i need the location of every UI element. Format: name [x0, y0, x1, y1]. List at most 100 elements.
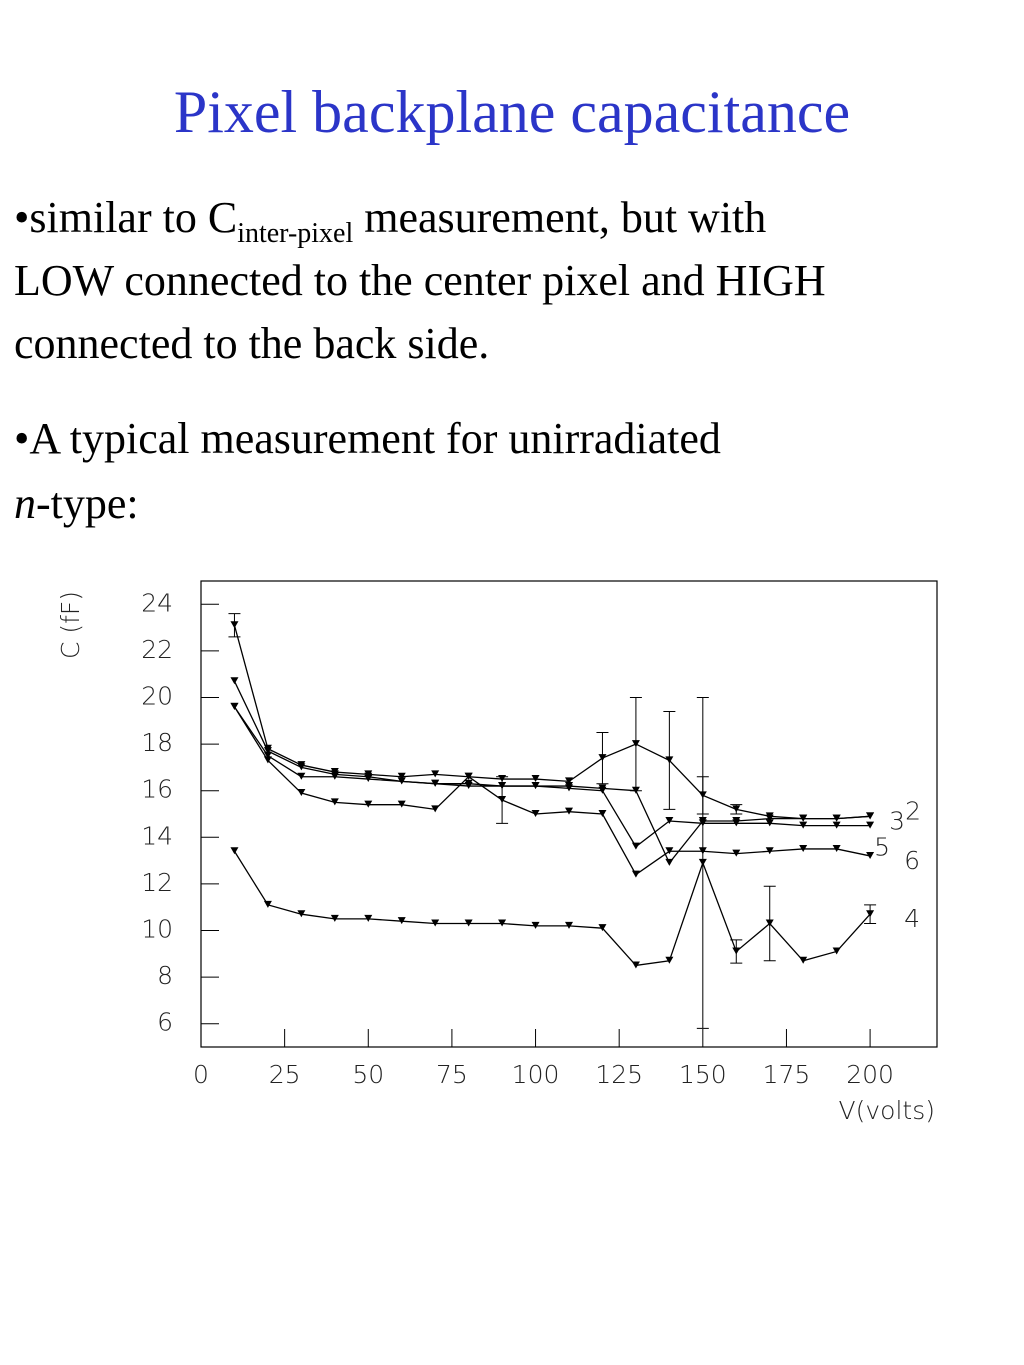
bullet-line: •similar to Cinter-pixel measurement, bu… — [14, 192, 766, 250]
marker — [397, 917, 406, 925]
y-tick-label: 10 — [141, 915, 173, 944]
marker — [565, 777, 573, 785]
marker — [263, 751, 272, 759]
x-tick-label: 200 — [846, 1060, 894, 1089]
marker — [297, 772, 306, 780]
marker — [665, 858, 674, 866]
series-label: 5 — [874, 833, 890, 862]
plot-frame — [200, 580, 938, 1048]
marker — [799, 814, 808, 822]
marker — [665, 847, 674, 855]
x-axis-label: V(volts) — [839, 1096, 935, 1125]
bullet-line: n-type: — [14, 478, 139, 529]
y-tick-label: 14 — [141, 821, 173, 850]
marker — [230, 677, 239, 685]
subscript: inter-pixel — [237, 217, 354, 249]
marker — [230, 702, 239, 710]
marker — [631, 961, 640, 969]
y-tick-label: 20 — [141, 682, 173, 711]
marker — [631, 740, 640, 748]
marker — [799, 956, 808, 964]
marker — [598, 754, 607, 762]
bullet-line: •A typical measurement for unirradiated — [14, 414, 721, 463]
marker — [866, 910, 875, 918]
marker — [866, 821, 875, 829]
marker — [330, 772, 339, 780]
marker — [230, 847, 239, 855]
marker — [464, 782, 473, 790]
marker — [665, 816, 674, 824]
marker — [832, 947, 841, 955]
marker — [531, 921, 540, 929]
marker — [732, 849, 741, 857]
series-line — [233, 850, 871, 967]
series-line — [233, 680, 871, 865]
x-tick-label: 25 — [269, 1060, 301, 1089]
x-tick-label: 75 — [436, 1060, 468, 1089]
marker — [397, 777, 406, 785]
marker — [732, 819, 741, 827]
marker — [397, 800, 406, 808]
bullet-line: connected to the back side. — [14, 319, 490, 368]
marker — [832, 814, 841, 822]
y-tick-label: 12 — [141, 868, 173, 897]
marker — [565, 784, 573, 792]
x-tick-label: 125 — [595, 1060, 643, 1089]
marker — [364, 775, 373, 783]
marker — [799, 821, 808, 829]
marker — [263, 756, 272, 764]
marker — [263, 747, 272, 755]
x-tick-label: 150 — [679, 1060, 727, 1089]
text: measurement, but with — [353, 193, 767, 242]
series-line — [233, 706, 871, 876]
marker — [765, 919, 774, 927]
marker — [565, 921, 573, 929]
marker — [431, 779, 440, 787]
text: -type: — [36, 479, 139, 528]
slide-title: Pixel backplane capacitance — [173, 79, 851, 145]
marker — [297, 763, 306, 771]
marker — [698, 858, 707, 866]
marker — [364, 914, 373, 922]
y-tick-label: 8 — [157, 961, 173, 990]
marker — [531, 810, 540, 817]
marker — [464, 772, 473, 780]
text: n — [14, 479, 36, 528]
marker — [431, 919, 440, 927]
marker — [799, 844, 808, 852]
marker — [866, 812, 875, 820]
marker — [765, 814, 774, 822]
marker — [330, 798, 339, 806]
marker — [397, 772, 406, 780]
series-line — [233, 625, 871, 820]
y-tick-label: 22 — [141, 635, 173, 664]
marker — [598, 810, 607, 817]
x-tick-label: 50 — [352, 1060, 384, 1089]
marker — [665, 956, 674, 964]
marker — [431, 770, 440, 778]
marker — [665, 756, 674, 764]
marker — [498, 919, 507, 927]
y-tick-label: 6 — [157, 1008, 173, 1037]
marker — [531, 782, 540, 790]
marker — [631, 870, 640, 878]
series-line — [233, 706, 871, 848]
marker — [631, 786, 640, 794]
marker — [297, 789, 306, 797]
bullet-line: LOW connected to the center pixel and HI… — [14, 256, 826, 305]
marker — [598, 786, 607, 794]
series-label: 3 — [889, 806, 905, 835]
y-tick-label: 24 — [141, 588, 173, 617]
marker — [531, 775, 540, 783]
y-tick-label: 16 — [141, 775, 173, 804]
marker — [732, 947, 741, 955]
marker — [498, 796, 507, 804]
marker — [866, 851, 875, 859]
marker — [297, 910, 306, 918]
marker — [832, 821, 841, 829]
marker — [330, 914, 339, 922]
marker — [565, 807, 573, 815]
series-label: 4 — [904, 904, 920, 933]
